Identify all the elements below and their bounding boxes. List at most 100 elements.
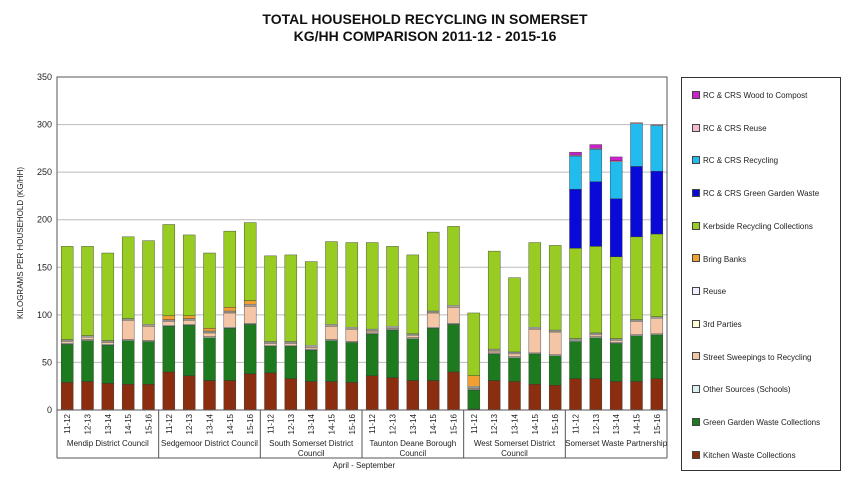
x-tick-label: 15-16: [348, 413, 357, 434]
bar-segment: [630, 381, 643, 411]
legend-swatch: [692, 188, 700, 197]
legend-swatch: [692, 123, 700, 132]
bar-segment: [264, 346, 277, 374]
bar-segment: [508, 381, 521, 411]
legend-label: Other Sources (Schools): [703, 385, 791, 395]
bar-segment: [487, 250, 501, 350]
x-tick-label: 12-13: [185, 413, 194, 434]
bar-segment: [365, 375, 379, 411]
bar-segment: [81, 381, 94, 411]
x-axis-label: April - September: [333, 461, 396, 470]
x-tick-label: 11-12: [267, 413, 276, 433]
x-tick-label: 13-14: [104, 413, 113, 434]
bar-segment: [406, 380, 420, 411]
legend-item: Street Sweepings to Recycling: [692, 352, 812, 363]
bar-segment: [121, 236, 135, 319]
bar-segment: [426, 327, 440, 381]
legend-item: Kitchen Waste Collections: [692, 450, 796, 461]
bar-segment: [508, 277, 521, 353]
legend-label: RC & CRS Reuse: [703, 123, 767, 133]
bar-segment: [325, 340, 338, 382]
x-tick-label: 13-14: [307, 413, 316, 434]
bar-segment: [121, 384, 135, 411]
bar-segment: [304, 347, 318, 350]
bar-segment: [589, 334, 603, 337]
bar-segment: [203, 327, 216, 332]
legend-item: Kerbside Recycling Collections: [692, 221, 813, 232]
bar-segment: [325, 326, 338, 340]
x-tick-label: 13-14: [206, 413, 215, 434]
bar-segment: [203, 380, 216, 411]
x-tick-label: 15-16: [246, 413, 255, 434]
bar-segment: [487, 350, 501, 354]
legend-item: Other Sources (Schools): [692, 385, 791, 395]
legend-label: RC & CRS Recycling: [703, 156, 779, 166]
bar-segment: [101, 342, 115, 345]
x-tick-label: 13-14: [612, 413, 621, 434]
x-tick-label: 12-13: [592, 413, 601, 434]
bar-segment: [528, 242, 542, 328]
bar-segment: [447, 307, 460, 324]
bar-segment: [162, 224, 176, 317]
bar-segment: [182, 375, 196, 411]
y-tick-label: 0: [47, 405, 52, 415]
bar-segment: [386, 377, 399, 411]
group-label: West Somerset District Council: [474, 439, 556, 458]
bar-segment: [528, 384, 542, 411]
bar-segment: [630, 122, 643, 124]
bar-segment: [467, 375, 481, 387]
bar-segment: [203, 252, 216, 329]
bar-segment: [60, 344, 74, 383]
bar-segment: [406, 254, 420, 335]
legend-label: Kitchen Waste Collections: [703, 450, 796, 460]
x-tick-label: 11-12: [63, 413, 72, 433]
bar-segment: [386, 246, 399, 327]
legend-item: Green Garden Waste Collections: [692, 417, 821, 428]
x-tick-label: 11-12: [368, 413, 377, 433]
bar-segment: [223, 327, 237, 381]
x-tick-label: 11-12: [572, 413, 581, 433]
legend-label: Street Sweepings to Recycling: [703, 352, 812, 362]
chart-title: TOTAL HOUSEHOLD RECYCLING IN SOMERSET: [262, 11, 588, 27]
x-tick-label: 12-13: [84, 413, 93, 434]
group-label: Mendip District Council: [67, 439, 149, 448]
x-tick-label: 13-14: [511, 413, 520, 434]
x-tick-label: 14-15: [226, 413, 235, 434]
x-tick-label: 14-15: [531, 413, 540, 434]
legend-item: RC & CRS Recycling: [692, 156, 778, 166]
bar-segment: [630, 236, 643, 320]
bar-segment: [60, 246, 74, 340]
bar-segment: [569, 155, 582, 190]
bar-segment: [345, 342, 359, 383]
bar-segment: [121, 340, 135, 385]
legend-swatch: [692, 385, 700, 394]
bar-segment: [467, 389, 481, 410]
bar-segment: [528, 353, 542, 385]
bar-segment: [101, 252, 115, 341]
group-label: Somerset Waste Partnership: [565, 439, 668, 448]
bar-segment: [548, 355, 562, 386]
bar-segment: [182, 315, 196, 319]
x-tick-label: 11-12: [470, 413, 479, 433]
bar-segment: [101, 345, 115, 384]
legend-item: RC & CRS Reuse: [692, 123, 767, 134]
bar-segment: [264, 372, 277, 411]
bar-segment: [223, 312, 237, 328]
legend-swatch: [692, 450, 700, 459]
bar-segment: [101, 383, 115, 411]
bar-segment: [345, 242, 359, 328]
bar-segment: [609, 256, 623, 339]
x-tick-label: 15-16: [145, 413, 154, 434]
legend-item: Bring Banks: [692, 254, 746, 265]
bar-segment: [365, 333, 379, 376]
legend-swatch: [692, 287, 700, 296]
bar-segment: [528, 328, 542, 354]
x-tick-label: 14-15: [124, 413, 133, 434]
bar-segment: [589, 181, 603, 247]
bar-segment: [121, 320, 135, 340]
legend-label: Green Garden Waste Collections: [703, 418, 821, 427]
y-tick-label: 100: [37, 310, 52, 320]
bar-segment: [223, 230, 237, 308]
bar-segment: [548, 385, 562, 411]
bar-segment: [162, 321, 176, 326]
